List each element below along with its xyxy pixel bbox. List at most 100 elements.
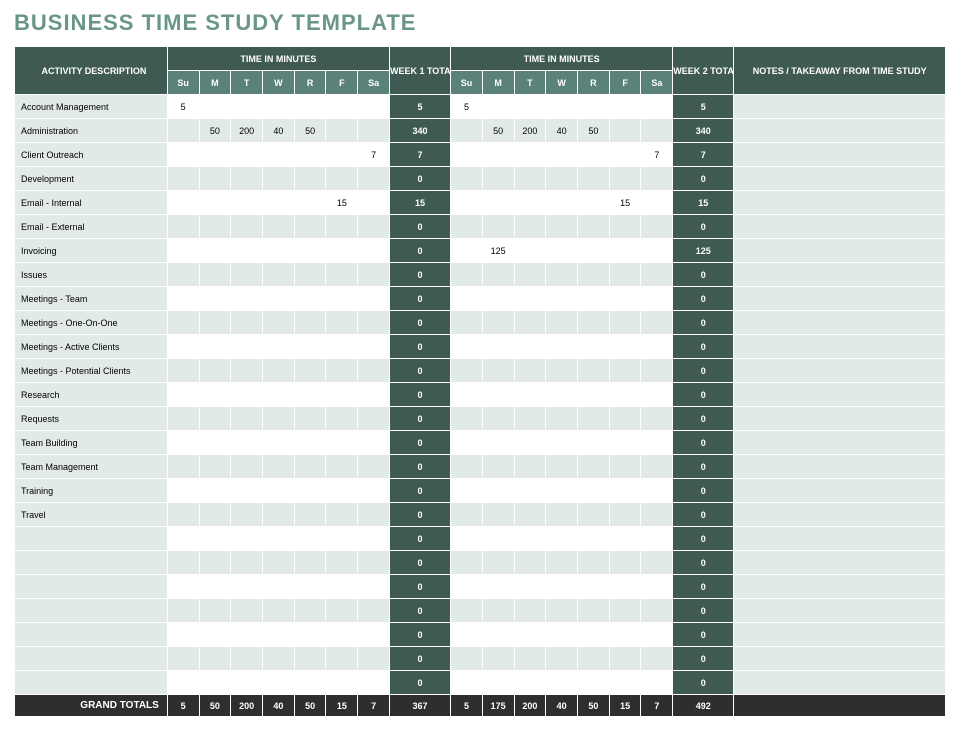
notes-cell[interactable] [734,623,946,647]
day-cell[interactable] [263,263,295,287]
day-cell[interactable] [609,455,641,479]
day-cell[interactable] [167,263,199,287]
day-cell[interactable] [641,239,673,263]
day-cell[interactable] [451,239,483,263]
day-cell[interactable] [231,527,263,551]
activity-cell[interactable]: Meetings - Active Clients [15,335,168,359]
day-cell[interactable]: 5 [167,95,199,119]
day-cell[interactable] [546,95,578,119]
day-cell[interactable] [167,431,199,455]
day-cell[interactable] [514,263,546,287]
day-cell[interactable] [482,263,514,287]
day-cell[interactable] [231,263,263,287]
day-cell[interactable] [231,191,263,215]
day-cell[interactable] [326,647,358,671]
day-cell[interactable] [358,527,390,551]
notes-cell[interactable] [734,407,946,431]
day-cell[interactable] [451,119,483,143]
day-cell[interactable] [231,311,263,335]
day-cell[interactable] [578,311,610,335]
day-cell[interactable] [451,671,483,695]
day-cell[interactable] [578,551,610,575]
notes-cell[interactable] [734,287,946,311]
day-cell[interactable] [358,503,390,527]
day-cell[interactable] [578,671,610,695]
day-cell[interactable] [641,215,673,239]
day-cell[interactable] [167,599,199,623]
activity-cell[interactable] [15,551,168,575]
notes-cell[interactable] [734,671,946,695]
day-cell[interactable] [263,143,295,167]
day-cell[interactable] [294,167,326,191]
day-cell[interactable] [326,95,358,119]
day-cell[interactable] [578,287,610,311]
notes-cell[interactable] [734,551,946,575]
activity-cell[interactable]: Account Management [15,95,168,119]
day-cell[interactable] [199,407,231,431]
day-cell[interactable] [641,95,673,119]
notes-cell[interactable] [734,119,946,143]
day-cell[interactable] [167,119,199,143]
day-cell[interactable] [451,623,483,647]
day-cell[interactable] [482,503,514,527]
day-cell[interactable] [231,287,263,311]
day-cell[interactable] [451,335,483,359]
activity-cell[interactable] [15,575,168,599]
activity-cell[interactable] [15,623,168,647]
activity-cell[interactable]: Email - External [15,215,168,239]
day-cell[interactable] [294,431,326,455]
day-cell[interactable] [167,335,199,359]
day-cell[interactable] [167,383,199,407]
day-cell[interactable] [326,599,358,623]
day-cell[interactable] [294,287,326,311]
notes-cell[interactable] [734,575,946,599]
day-cell[interactable] [167,359,199,383]
day-cell[interactable] [167,167,199,191]
day-cell[interactable] [578,599,610,623]
day-cell[interactable] [326,407,358,431]
day-cell[interactable] [609,359,641,383]
day-cell[interactable] [167,239,199,263]
day-cell[interactable] [641,527,673,551]
day-cell[interactable] [199,575,231,599]
day-cell[interactable] [326,335,358,359]
day-cell[interactable] [609,287,641,311]
day-cell[interactable] [451,143,483,167]
day-cell[interactable] [578,455,610,479]
day-cell[interactable] [514,383,546,407]
day-cell[interactable] [167,407,199,431]
day-cell[interactable] [231,503,263,527]
day-cell[interactable] [609,335,641,359]
day-cell[interactable] [358,215,390,239]
day-cell[interactable] [451,383,483,407]
day-cell[interactable] [451,479,483,503]
day-cell[interactable] [199,647,231,671]
day-cell[interactable]: 7 [358,143,390,167]
day-cell[interactable] [231,479,263,503]
day-cell[interactable] [514,239,546,263]
day-cell[interactable] [199,527,231,551]
activity-cell[interactable]: Development [15,167,168,191]
day-cell[interactable] [199,191,231,215]
day-cell[interactable] [514,431,546,455]
day-cell[interactable] [578,95,610,119]
day-cell[interactable] [231,575,263,599]
activity-cell[interactable]: Meetings - Potential Clients [15,359,168,383]
day-cell[interactable] [358,383,390,407]
day-cell[interactable] [263,551,295,575]
day-cell[interactable] [609,575,641,599]
day-cell[interactable] [546,383,578,407]
activity-cell[interactable]: Client Outreach [15,143,168,167]
day-cell[interactable] [641,431,673,455]
day-cell[interactable] [578,431,610,455]
day-cell[interactable] [451,527,483,551]
day-cell[interactable] [482,431,514,455]
day-cell[interactable] [514,143,546,167]
day-cell[interactable] [167,479,199,503]
day-cell[interactable] [546,215,578,239]
day-cell[interactable] [546,671,578,695]
day-cell[interactable] [263,191,295,215]
day-cell[interactable] [482,95,514,119]
day-cell[interactable] [482,599,514,623]
day-cell[interactable] [609,503,641,527]
